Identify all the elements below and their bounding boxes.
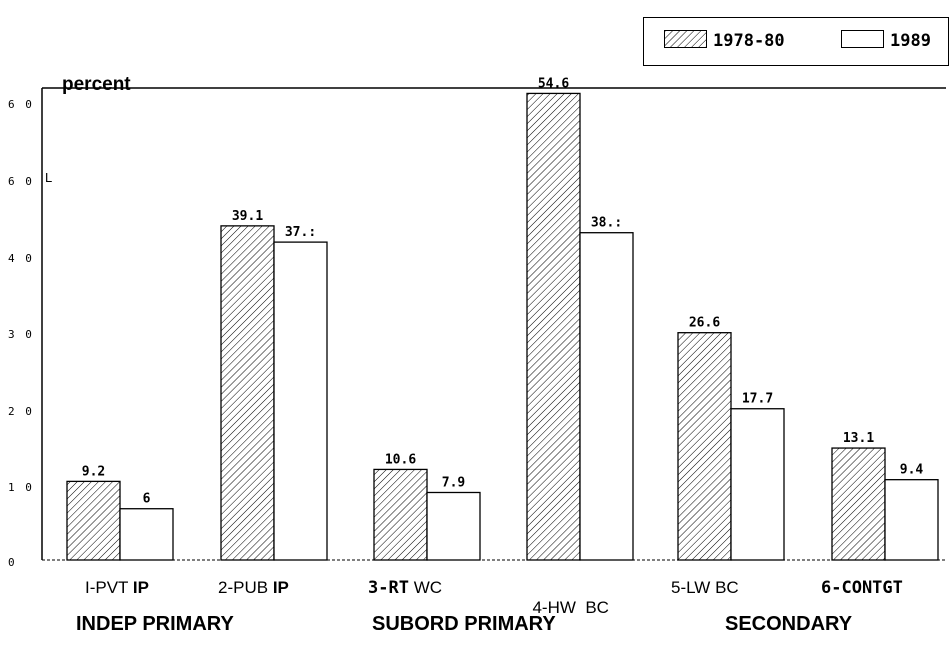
y-tick-label: 1 0 xyxy=(8,481,34,494)
legend-label-1978-80: 1978-80 xyxy=(713,31,785,51)
category-label: 2-PUB IP xyxy=(218,578,289,598)
category-label: 4-HW BC xyxy=(523,578,609,618)
bar-1989-6 xyxy=(884,479,939,561)
category-label-text: WC xyxy=(413,578,443,597)
category-label: 3-RT WC xyxy=(368,578,442,598)
data-label: 17.7 xyxy=(742,392,773,407)
legend: 1978-80 1989 xyxy=(643,17,949,66)
category-label-text: 2-PUB xyxy=(218,578,269,597)
legend-swatch-1989 xyxy=(841,30,884,48)
axis-stray-mark: L xyxy=(45,170,53,185)
y-tick-label: 3 0 xyxy=(8,328,34,341)
data-label: 38.: xyxy=(591,216,622,231)
category-label-text: 4-HW BC xyxy=(532,598,609,617)
data-label: 10.6 xyxy=(385,452,416,467)
bar-1978-80-4 xyxy=(526,92,581,561)
bar-1978-80-5 xyxy=(677,332,732,561)
category-label-bold: 6-CONTGT xyxy=(821,578,903,598)
category-label-bold: IP xyxy=(272,578,289,597)
y-tick-label: 4 0 xyxy=(8,252,34,265)
y-tick-label: 6 0 xyxy=(8,175,34,188)
bar-1989-5 xyxy=(730,408,785,561)
chart-axes xyxy=(41,87,946,561)
data-label: 6 xyxy=(143,492,151,507)
category-label-text: I-PVT xyxy=(85,578,129,597)
bar-1989-2 xyxy=(273,241,328,561)
legend-swatch-1978-80 xyxy=(664,30,707,48)
y-tick-label: 2 0 xyxy=(8,405,34,418)
y-tick-label: 0 xyxy=(8,556,17,569)
bar-1978-80-3 xyxy=(373,468,428,561)
category-label-text: 5-LW BC xyxy=(671,578,739,597)
bar-1978-80-6 xyxy=(831,447,886,561)
data-label: 39.1 xyxy=(232,209,263,224)
group-label-subord-primary: SUBORD PRIMARY xyxy=(372,613,556,635)
y-tick-label: 6 0 xyxy=(8,98,34,111)
y-axis-title: percent xyxy=(62,74,131,95)
data-label: 54.6 xyxy=(538,76,569,91)
bar-1989-3 xyxy=(426,491,481,561)
value-labels-group: 9.2 39.1 10.6 54.6 26.6 13.1 6 37.: 7.9 38.: 17.7 9… xyxy=(82,76,924,506)
category-label: I-PVT IP xyxy=(85,578,149,598)
category-label: 6-CONTGT xyxy=(821,578,903,598)
legend-label-1989: 1989 xyxy=(890,31,931,51)
data-label: 26.6 xyxy=(689,316,720,331)
group-label-secondary: SECONDARY xyxy=(725,613,853,635)
data-label: 37.: xyxy=(285,225,316,240)
bar-1989-4 xyxy=(579,232,634,561)
bar-1989-1 xyxy=(119,508,174,561)
category-label: 5-LW BC xyxy=(671,578,739,598)
bars-group xyxy=(66,92,939,561)
bar-1978-80-2 xyxy=(220,225,275,561)
bar-1978-80-1 xyxy=(66,480,121,561)
category-label-bold: 3-RT xyxy=(368,578,409,598)
data-label: 9.4 xyxy=(900,463,924,478)
group-label-indep-primary: INDEP PRIMARY xyxy=(76,613,234,635)
data-label: 9.2 xyxy=(82,464,105,479)
category-label-bold: IP xyxy=(132,578,149,597)
data-label: 7.9 xyxy=(442,475,465,490)
data-label: 13.1 xyxy=(843,431,874,446)
